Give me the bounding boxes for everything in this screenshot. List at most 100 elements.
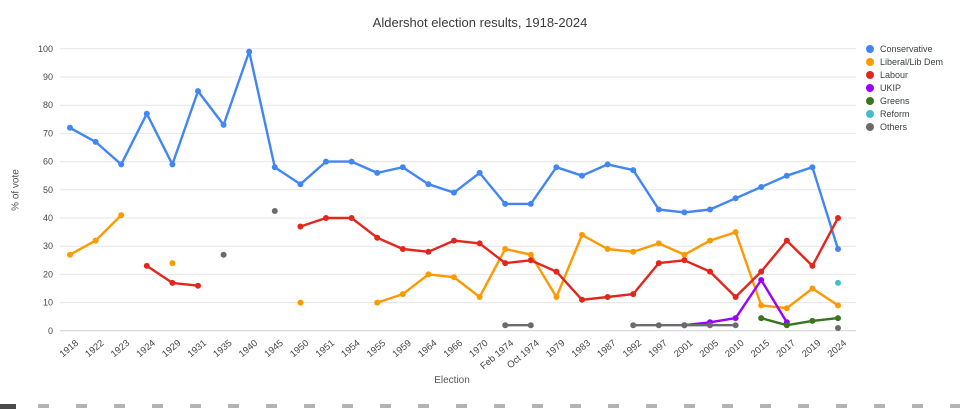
data-point-conservative (374, 169, 381, 176)
data-point-others (502, 322, 509, 329)
data-point-labour (655, 260, 662, 267)
data-point-liberal-lib-dem (451, 274, 457, 281)
data-point-labour (579, 296, 585, 303)
data-point-labour (707, 268, 713, 275)
legend-swatch-icon (866, 96, 874, 105)
data-point-labour (527, 257, 534, 264)
legend-swatch-icon (866, 122, 874, 131)
data-point-others (732, 322, 739, 329)
data-point-conservative (246, 48, 253, 55)
data-point-liberal-lib-dem (527, 251, 534, 258)
legend-item-liberal-lib-dem: Liberal/Lib Dem (866, 55, 943, 68)
data-point-labour (374, 234, 381, 241)
data-point-labour (502, 260, 509, 267)
data-point-conservative (835, 246, 841, 252)
legend-label: Greens (880, 95, 910, 106)
data-point-liberal-lib-dem (758, 302, 765, 309)
data-point-labour (297, 223, 304, 230)
data-point-liberal-lib-dem (399, 291, 406, 298)
data-point-conservative (502, 200, 509, 207)
x-tick-label: 1945 (262, 338, 285, 360)
legend-label: Liberal/Lib Dem (880, 56, 944, 67)
data-point-conservative (553, 164, 560, 171)
data-point-others (655, 322, 662, 329)
x-tick-label: 1955 (365, 338, 388, 360)
x-tick-label: 1979 (544, 338, 567, 360)
data-point-conservative (681, 209, 688, 216)
data-point-labour (553, 268, 560, 275)
data-point-greens (783, 322, 790, 329)
x-tick-label: 1983 (570, 338, 593, 360)
data-point-conservative (220, 121, 227, 128)
data-point-greens (758, 315, 765, 322)
y-tick-label: 20 (43, 269, 53, 279)
data-point-conservative (67, 124, 73, 131)
data-point-others (707, 322, 713, 329)
data-point-labour (732, 294, 739, 300)
data-point-liberal-lib-dem (835, 302, 841, 309)
data-point-labour (451, 237, 457, 244)
data-point-labour (348, 215, 355, 221)
legend-label: UKIP (880, 82, 902, 93)
x-tick-label: 1918 (58, 338, 81, 360)
data-point-liberal-lib-dem (502, 246, 509, 252)
y-tick-label: 100 (38, 44, 53, 54)
legend-item-ukip: UKIP (866, 81, 943, 94)
data-point-conservative (399, 164, 406, 171)
legend-item-others: Others (866, 120, 943, 133)
x-tick-label: 2015 (749, 338, 772, 360)
data-point-conservative (604, 161, 611, 168)
x-tick-label: 2017 (774, 338, 797, 360)
data-point-conservative (118, 161, 125, 168)
y-tick-label: 30 (43, 241, 53, 251)
data-point-conservative (579, 172, 585, 179)
data-point-labour (758, 268, 765, 275)
x-tick-label: 1997 (646, 338, 669, 360)
y-tick-label: 60 (43, 157, 53, 167)
data-point-conservative (348, 158, 355, 165)
data-point-conservative (655, 206, 662, 213)
data-point-others (220, 251, 227, 258)
data-point-others (835, 325, 841, 331)
data-point-ukip (758, 277, 765, 283)
cropped-row-header (0, 404, 16, 409)
x-tick-label: 1931 (186, 338, 209, 360)
data-point-liberal-lib-dem (425, 271, 432, 278)
data-point-liberal-lib-dem (579, 231, 585, 238)
y-tick-label: 10 (43, 298, 53, 308)
data-point-labour (425, 248, 432, 255)
data-point-conservative (476, 169, 483, 176)
data-point-liberal-lib-dem (169, 260, 176, 267)
x-tick-label: 1935 (211, 338, 234, 360)
data-point-liberal-lib-dem (67, 251, 73, 258)
data-point-conservative (92, 138, 99, 145)
data-point-labour (195, 282, 201, 289)
data-point-liberal-lib-dem (374, 299, 381, 306)
legend-swatch-icon (866, 109, 874, 118)
data-point-liberal-lib-dem (783, 305, 790, 312)
data-point-liberal-lib-dem (92, 237, 99, 244)
x-tick-label: 1987 (595, 338, 618, 360)
legend-label: Conservative (880, 43, 933, 54)
x-axis-title: Election (434, 375, 470, 386)
legend-label: Others (880, 121, 908, 132)
series-line-greens (760, 316, 840, 327)
legend-item-reform: Reform (866, 107, 943, 120)
y-axis-title: % of vote (10, 169, 22, 211)
data-point-greens (809, 317, 816, 324)
x-tick-label: 1959 (390, 338, 413, 360)
data-point-conservative (758, 184, 765, 190)
data-point-liberal-lib-dem (655, 240, 662, 247)
data-point-labour (783, 237, 790, 244)
data-point-liberal-lib-dem (297, 299, 304, 306)
x-tick-label: 1950 (288, 338, 311, 360)
x-tick-label: 1951 (314, 338, 337, 360)
x-tick-label: 1922 (83, 338, 106, 360)
data-point-conservative (143, 110, 150, 117)
x-tick-label: 1924 (134, 338, 157, 360)
y-tick-label: 70 (43, 128, 53, 138)
x-tick-label: 1964 (416, 338, 439, 360)
legend-swatch-icon (866, 57, 874, 66)
legend-label: Labour (880, 69, 909, 80)
